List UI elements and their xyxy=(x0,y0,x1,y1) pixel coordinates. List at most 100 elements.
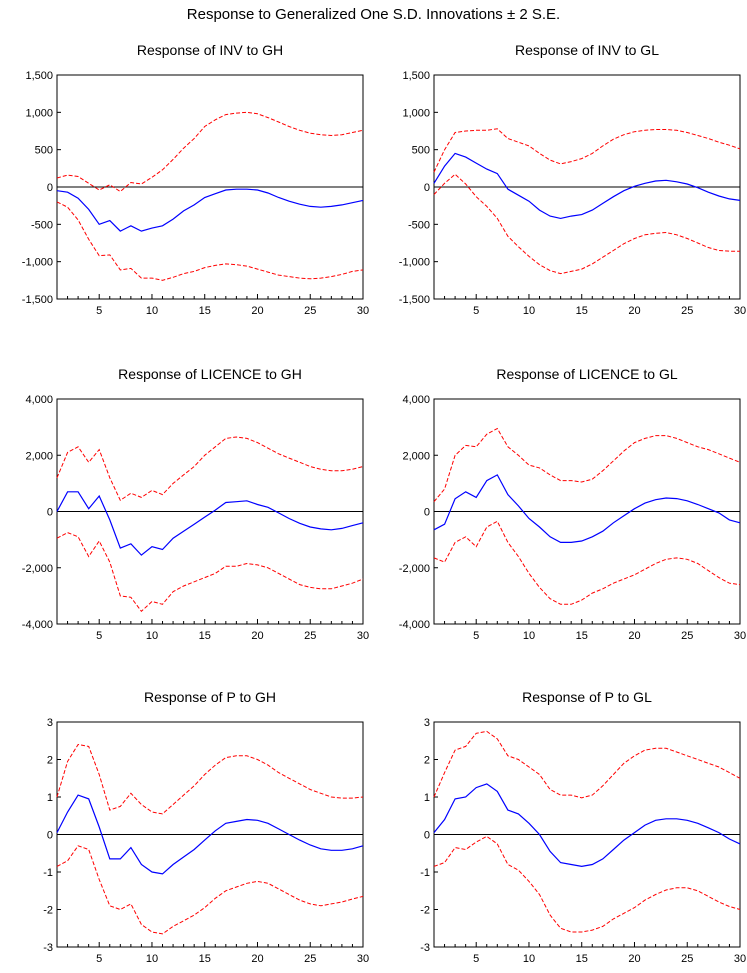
lower-band-line xyxy=(56,201,364,281)
x-tick-label: 5 xyxy=(96,953,102,965)
lower-band-line xyxy=(433,520,741,605)
x-tick-label: 5 xyxy=(473,305,479,317)
x-tick-label: 10 xyxy=(523,953,535,965)
x-tick-label: 10 xyxy=(523,630,535,642)
y-tick-label: 500 xyxy=(412,145,430,157)
x-tick-label: 15 xyxy=(576,305,588,317)
y-tick-label: -2 xyxy=(43,905,53,917)
x-tick-label: 5 xyxy=(96,305,102,317)
y-tick-label: -500 xyxy=(408,219,430,231)
y-tick-label: 1 xyxy=(47,792,53,804)
lower-band-line xyxy=(433,835,741,933)
x-tick-label: 20 xyxy=(628,953,640,965)
x-tick-label: 20 xyxy=(628,630,640,642)
x-tick-label: 25 xyxy=(304,953,316,965)
x-tick-label: 15 xyxy=(576,630,588,642)
y-tick-label: -1,000 xyxy=(399,257,430,269)
y-tick-label: 1,000 xyxy=(25,107,53,119)
x-tick-label: 25 xyxy=(681,630,693,642)
figure-title: Response to Generalized One S.D. Innovat… xyxy=(186,6,561,23)
x-tick-label: 20 xyxy=(628,305,640,317)
y-tick-label: -1,000 xyxy=(22,257,53,269)
y-tick-label: 0 xyxy=(424,830,430,842)
x-tick-label: 20 xyxy=(251,630,263,642)
x-tick-label: 30 xyxy=(357,630,369,642)
upper-band-line xyxy=(433,730,741,799)
y-tick-label: 4,000 xyxy=(402,394,430,406)
x-tick-label: 25 xyxy=(304,630,316,642)
y-tick-label: 1,500 xyxy=(402,70,430,82)
response-line xyxy=(56,794,364,875)
y-tick-label: 1,500 xyxy=(25,70,53,82)
upper-band-line xyxy=(56,436,364,502)
panel-6: Response of P to GL -3 -2 -1 0 1 2 3 5 10 15 20 25 30 xyxy=(420,689,746,965)
panel-4: Response of LICENCE to GL -4,000 -2,000 0 2,… xyxy=(399,366,746,642)
panel-5: Response of P to GH -3 -2 -1 0 1 2 3 5 10 15 20 25 30 xyxy=(43,689,369,965)
x-tick-label: 10 xyxy=(146,953,158,965)
y-tick-label: -1 xyxy=(420,867,430,879)
y-tick-label: -2,000 xyxy=(22,563,53,575)
upper-band-line xyxy=(433,128,741,173)
y-tick-label: -1,500 xyxy=(22,294,53,306)
y-tick-label: -1,500 xyxy=(399,294,430,306)
x-tick-label: 20 xyxy=(251,953,263,965)
x-tick-label: 5 xyxy=(473,630,479,642)
y-tick-label: 3 xyxy=(424,717,430,729)
y-tick-label: 0 xyxy=(424,182,430,194)
x-tick-label: 25 xyxy=(681,953,693,965)
x-tick-label: 5 xyxy=(473,953,479,965)
lower-band-line xyxy=(433,173,740,275)
y-tick-label: -1 xyxy=(43,867,53,879)
response-line xyxy=(433,783,741,868)
response-line xyxy=(56,491,364,556)
y-tick-label: -2,000 xyxy=(399,563,430,575)
y-tick-label: -3 xyxy=(420,942,430,954)
panel-3: Response of LICENCE to GH -4,000 -2,000 0 2,… xyxy=(22,366,369,642)
x-tick-label: 15 xyxy=(199,305,211,317)
y-tick-label: 1,000 xyxy=(402,107,430,119)
panel-title: Response of INV to GH xyxy=(137,42,283,58)
y-tick-label: 0 xyxy=(47,830,53,842)
x-tick-label: 30 xyxy=(734,953,746,965)
upper-band-line xyxy=(56,111,364,193)
panel-2: Response of INV to GL -1,500 -1,000 -500 0 50… xyxy=(399,42,746,317)
y-tick-label: 1 xyxy=(424,792,430,804)
y-tick-label: -3 xyxy=(43,942,53,954)
lower-band-line xyxy=(56,532,364,613)
x-tick-label: 30 xyxy=(357,305,369,317)
panel-title: Response of P to GH xyxy=(144,689,276,705)
y-tick-label: 0 xyxy=(47,507,53,519)
x-tick-label: 5 xyxy=(96,630,102,642)
panel-title: Response of INV to GL xyxy=(515,42,659,58)
x-tick-label: 25 xyxy=(304,305,316,317)
x-tick-label: 10 xyxy=(523,305,535,317)
panel-title: Response of P to GL xyxy=(522,689,652,705)
x-tick-label: 10 xyxy=(146,630,158,642)
y-tick-label: -4,000 xyxy=(22,619,53,631)
y-tick-label: 4,000 xyxy=(25,394,53,406)
x-tick-label: 10 xyxy=(146,305,158,317)
y-tick-label: 2 xyxy=(47,755,53,767)
x-tick-label: 15 xyxy=(576,953,588,965)
y-tick-label: 500 xyxy=(35,145,53,157)
x-tick-label: 15 xyxy=(199,953,211,965)
x-tick-label: 15 xyxy=(199,630,211,642)
x-tick-label: 30 xyxy=(734,630,746,642)
y-tick-label: 3 xyxy=(47,717,53,729)
x-tick-label: 25 xyxy=(681,305,693,317)
y-tick-label: 0 xyxy=(47,182,53,194)
panel-1: Response of INV to GH -1,500 -1,000 -500 0 50… xyxy=(22,42,369,317)
upper-band-line xyxy=(56,743,364,815)
y-tick-label: 2,000 xyxy=(402,450,430,462)
y-tick-label: -2 xyxy=(420,905,430,917)
upper-band-line xyxy=(433,427,741,503)
lower-band-line xyxy=(56,845,364,935)
x-tick-label: 20 xyxy=(251,305,263,317)
y-tick-label: 2,000 xyxy=(25,450,53,462)
response-line xyxy=(56,188,364,232)
y-tick-label: 2 xyxy=(424,755,430,767)
panel-title: Response of LICENCE to GH xyxy=(118,366,302,382)
y-tick-label: 0 xyxy=(424,507,430,519)
panel-title: Response of LICENCE to GL xyxy=(496,366,678,382)
